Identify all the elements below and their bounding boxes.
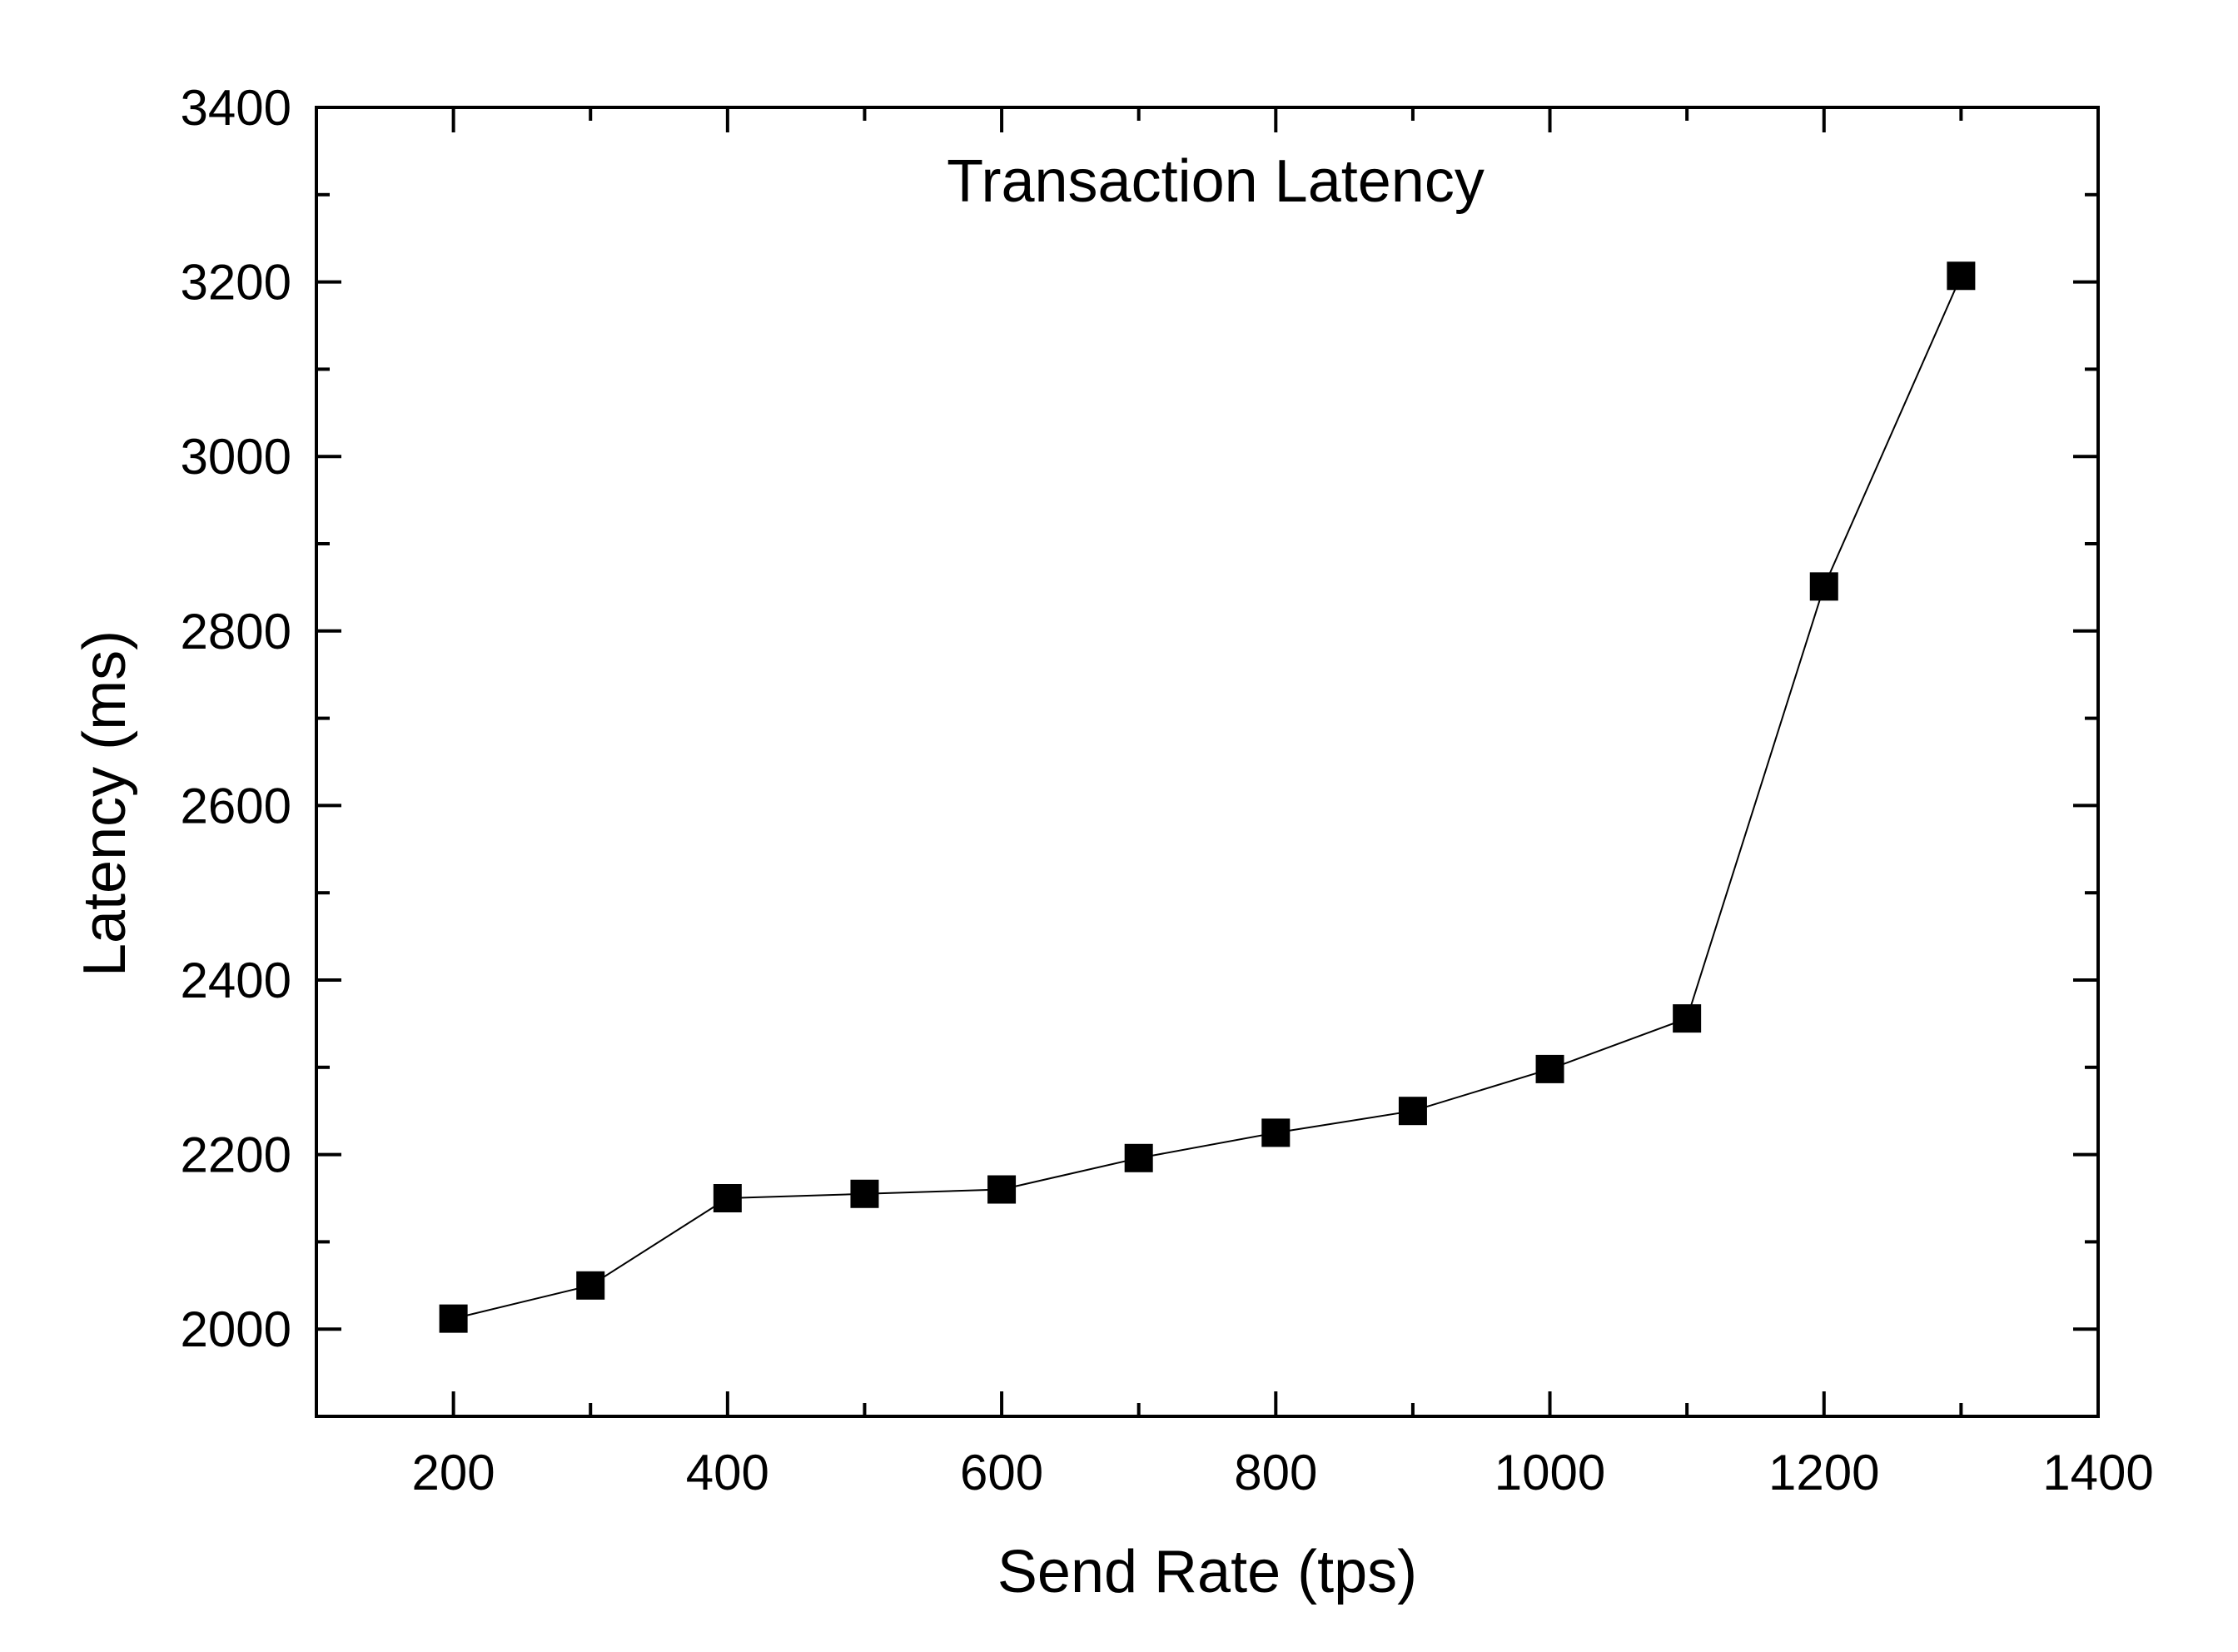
data-point-marker bbox=[1673, 1004, 1702, 1033]
x-tick-label: 800 bbox=[1234, 1445, 1317, 1500]
x-tick-label: 1400 bbox=[2042, 1445, 2153, 1500]
data-point-marker bbox=[1947, 261, 1976, 291]
x-tick-label: 1200 bbox=[1768, 1445, 1879, 1500]
x-tick-label: 400 bbox=[686, 1445, 769, 1500]
axis-tick-labels: 200 400 600 800 1000 1200 1400 2000 2200 2400 2600… bbox=[181, 80, 2154, 1500]
data-point-marker bbox=[1124, 1143, 1153, 1172]
y-tick-label: 3400 bbox=[181, 80, 291, 136]
data-point-marker bbox=[713, 1184, 742, 1212]
x-tick-label: 1000 bbox=[1494, 1445, 1605, 1500]
y-tick-label: 2800 bbox=[181, 604, 291, 659]
data-point-marker bbox=[1535, 1054, 1564, 1083]
series-layer bbox=[439, 261, 1976, 1333]
y-axis-title: Latency (ms) bbox=[72, 630, 138, 977]
y-tick-label: 2000 bbox=[181, 1301, 291, 1357]
y-tick-label: 2200 bbox=[181, 1127, 291, 1183]
series-line bbox=[453, 275, 1962, 1320]
y-tick-label: 2600 bbox=[181, 778, 291, 833]
data-point-marker bbox=[439, 1304, 468, 1333]
plot-frame bbox=[315, 106, 2100, 1418]
x-axis-title: Send Rate (tps) bbox=[997, 1539, 1417, 1605]
data-point-marker bbox=[576, 1271, 605, 1300]
data-point-marker bbox=[850, 1179, 879, 1208]
chart-title: Transaction Latency bbox=[947, 148, 1485, 215]
x-tick-label: 600 bbox=[960, 1445, 1043, 1500]
data-point-marker bbox=[1809, 572, 1838, 601]
y-tick-label: 3000 bbox=[181, 429, 291, 485]
data-point-marker bbox=[987, 1175, 1017, 1204]
data-point-marker bbox=[1261, 1118, 1291, 1147]
y-tick-label: 2400 bbox=[181, 953, 291, 1008]
y-tick-label: 3200 bbox=[181, 255, 291, 311]
x-tick-label: 200 bbox=[412, 1445, 495, 1500]
data-point-marker bbox=[1398, 1097, 1427, 1126]
